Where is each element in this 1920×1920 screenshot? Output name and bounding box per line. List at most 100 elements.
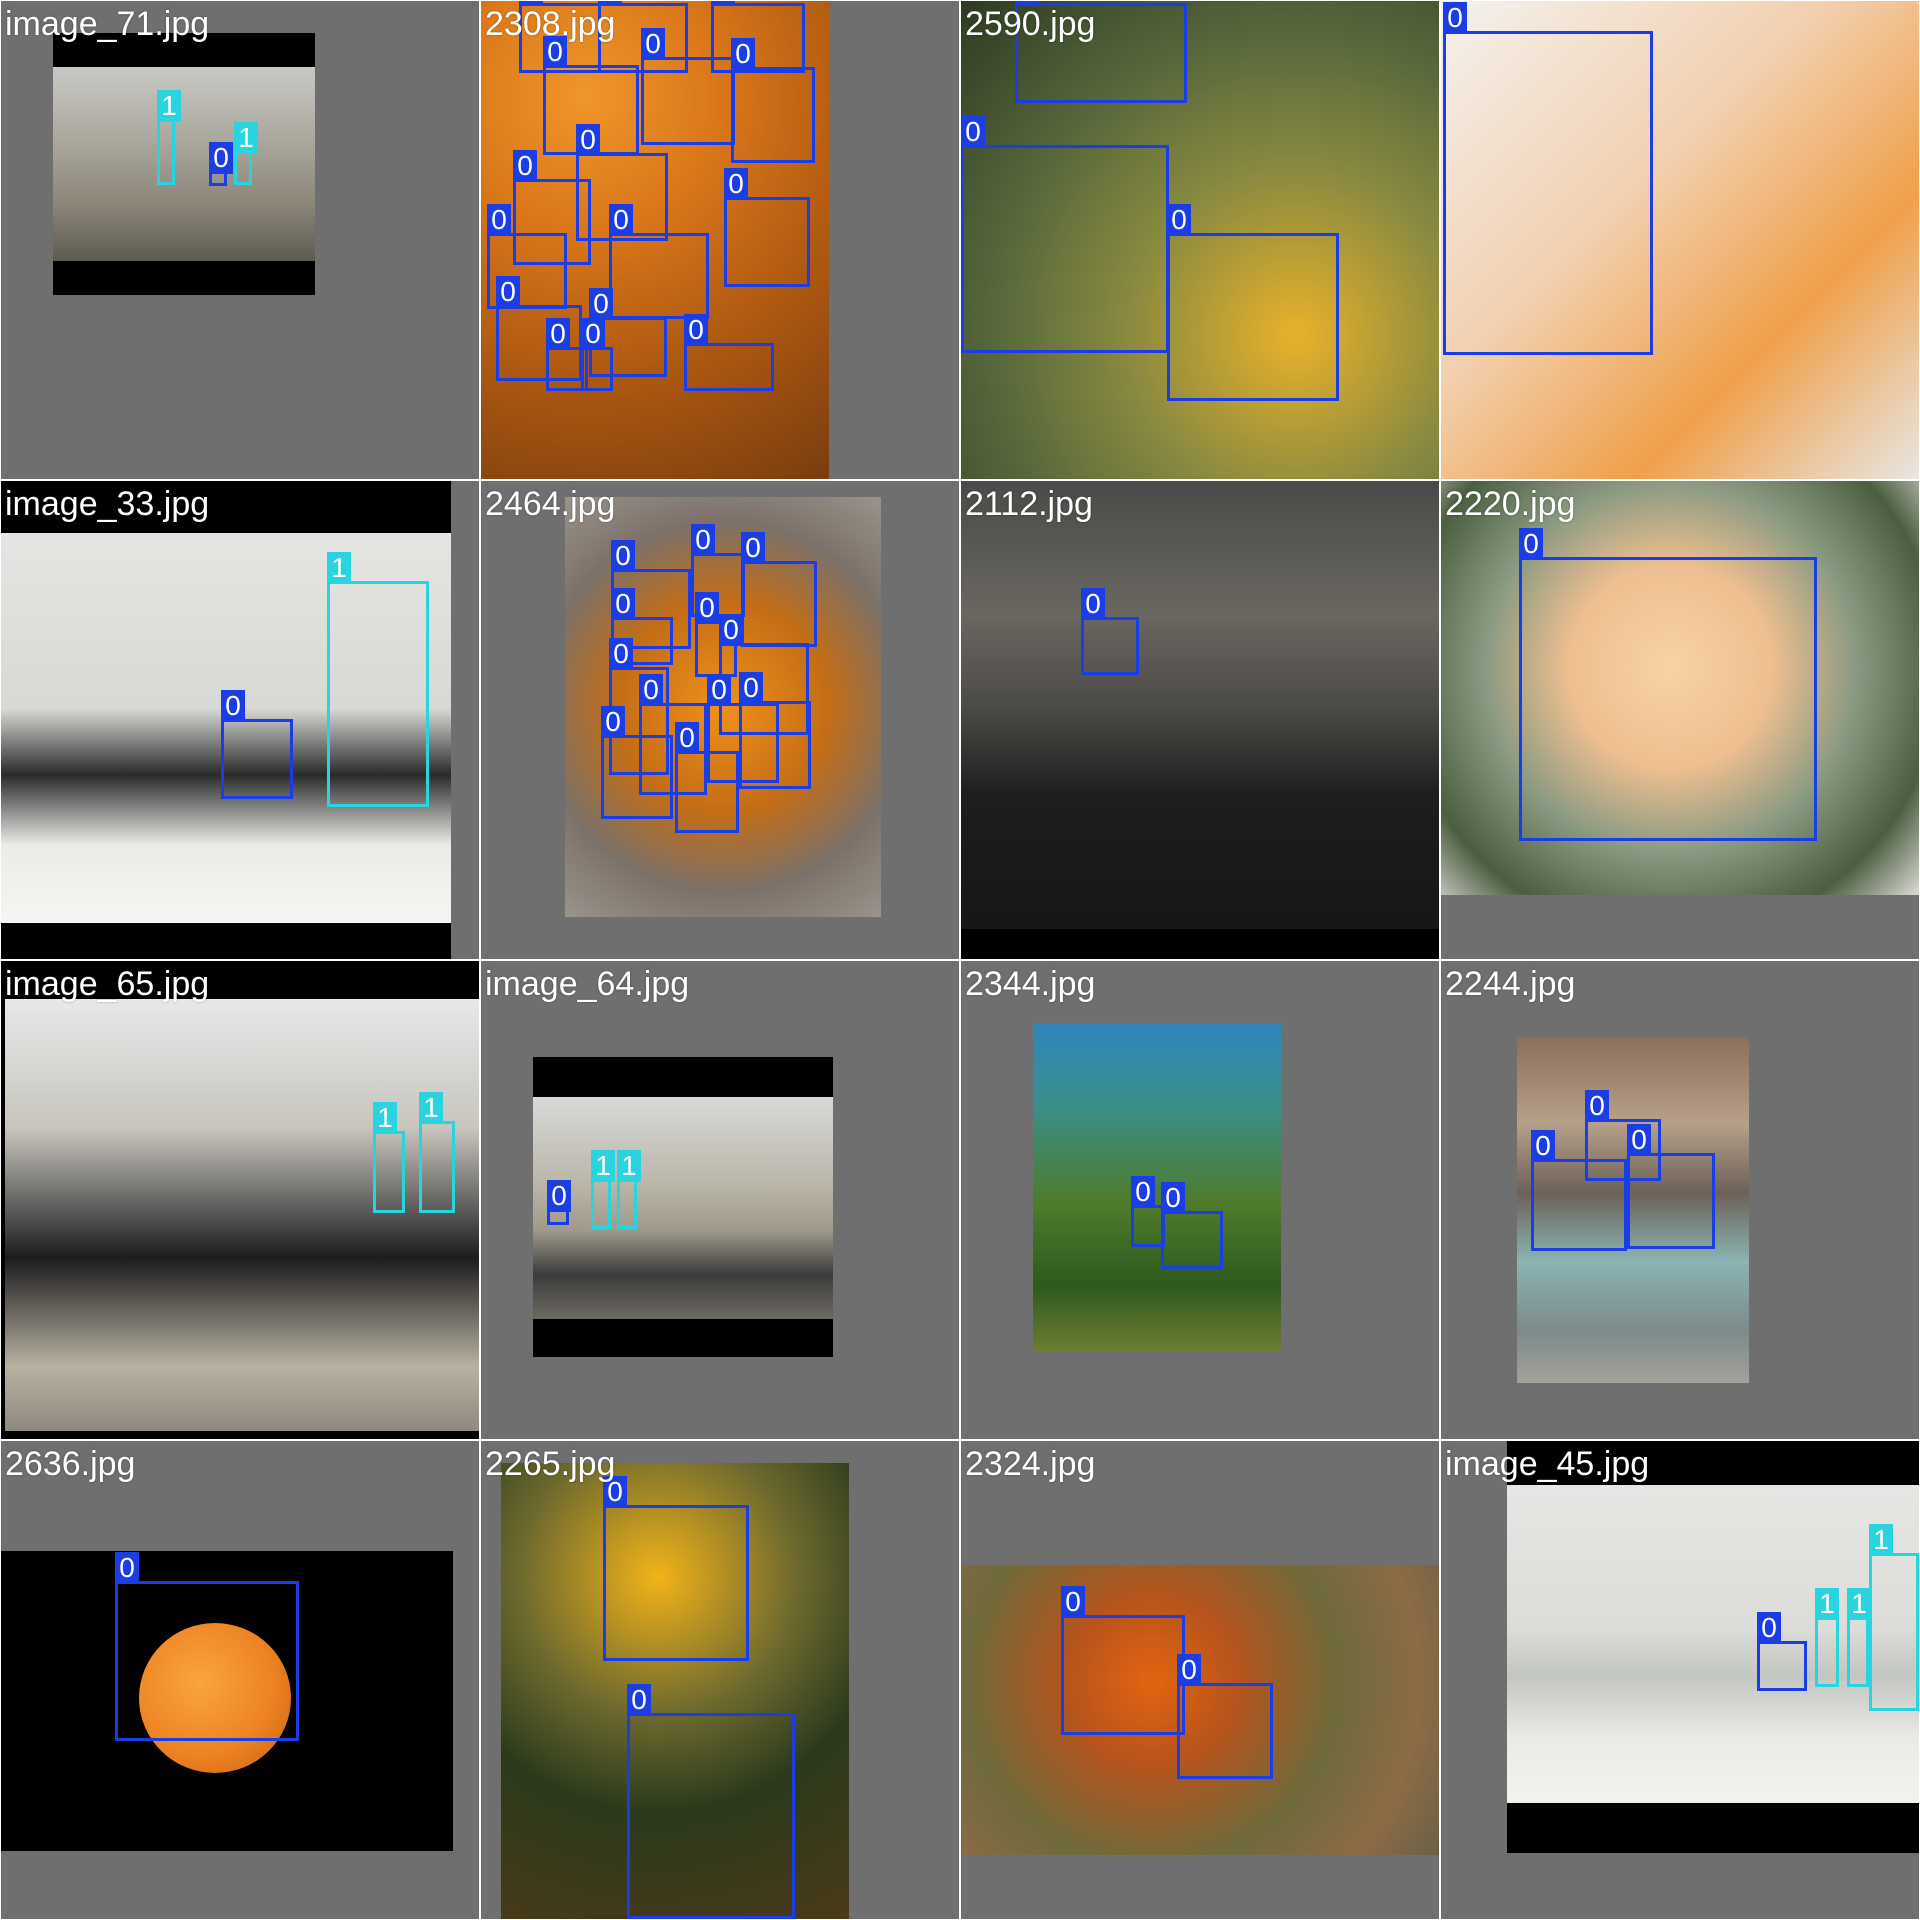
class-label: 0 (609, 204, 633, 236)
detection-box[interactable]: 0 (1757, 1612, 1807, 1691)
detection-box[interactable]: 0 (601, 706, 673, 819)
photo (961, 1565, 1439, 1855)
tile-image-65: image_65.jpg 1 1 (1, 961, 479, 1439)
detection-box[interactable]: 1 (373, 1102, 405, 1213)
detection-box[interactable]: 0 (1167, 204, 1339, 401)
detection-box[interactable]: 0 (576, 124, 668, 241)
detection-box[interactable]: 0 (724, 168, 810, 287)
detection-box[interactable]: 0 (711, 1, 805, 73)
class-label: 0 (543, 36, 567, 68)
class-label: 1 (617, 1150, 641, 1182)
tile-2464: 2464.jpg 0 0 0 0 0 0 0 0 0 0 0 0 (481, 481, 959, 959)
tile-filename: 2265.jpg (485, 1445, 616, 1483)
detection-box[interactable]: 0 (1161, 1182, 1223, 1269)
detection-box[interactable]: 0 (741, 532, 817, 647)
detection-box[interactable]: 0 (1531, 1130, 1627, 1251)
detection-box[interactable]: 0 (581, 318, 613, 391)
tile-filename: 2112.jpg (965, 485, 1093, 523)
detection-box[interactable]: 0 (641, 28, 735, 145)
detection-box[interactable]: 0 (603, 1476, 749, 1661)
detection-box[interactable]: 0 (221, 690, 293, 799)
detection-box[interactable]: 0 (1627, 1124, 1715, 1249)
tile-filename: 2244.jpg (1445, 965, 1576, 1003)
photo (533, 1097, 833, 1319)
detection-box[interactable]: 0 (1061, 1586, 1185, 1735)
class-label: 0 (641, 28, 665, 60)
class-label: 0 (513, 150, 537, 182)
detection-box[interactable]: 0 (1585, 1090, 1661, 1181)
detection-box[interactable]: 0 (209, 142, 233, 186)
class-label: 0 (603, 1476, 627, 1508)
detection-box[interactable]: 0 (639, 674, 707, 795)
class-label: 0 (547, 1180, 571, 1212)
tile-4: 0 (1441, 1, 1919, 479)
class-label: 0 (519, 1, 543, 6)
tile-filename: image_33.jpg (5, 485, 210, 523)
photo (5, 999, 479, 1431)
tile-filename: 2636.jpg (5, 1445, 136, 1483)
class-label: 1 (591, 1150, 615, 1182)
class-label: 0 (581, 318, 605, 350)
detection-box[interactable]: 1 (1815, 1588, 1839, 1687)
photo (1517, 1037, 1749, 1383)
tile-filename: image_45.jpg (1445, 1445, 1650, 1483)
photo (53, 67, 315, 261)
class-label: 0 (695, 592, 719, 624)
detection-box[interactable]: 0 (547, 1180, 571, 1225)
class-label: 0 (1161, 1182, 1185, 1214)
class-label: 0 (1519, 528, 1543, 560)
detection-box[interactable]: 0 (1519, 528, 1817, 841)
detection-box[interactable]: 0 (731, 38, 815, 163)
class-label: 0 (601, 706, 625, 738)
class-label: 1 (419, 1092, 443, 1124)
detection-box[interactable]: 1 (234, 122, 258, 185)
photo (1441, 1, 1919, 479)
class-label: 1 (234, 122, 258, 154)
detection-box[interactable]: 0 (496, 276, 582, 381)
detection-box[interactable]: 0 (675, 722, 739, 833)
detection-box[interactable]: 0 (546, 318, 588, 391)
detection-box[interactable]: 0 (1177, 1654, 1273, 1779)
detection-box[interactable]: 1 (591, 1150, 615, 1229)
tile-2265: 2265.jpg 0 0 (481, 1441, 959, 1919)
detection-box[interactable]: 1 (157, 90, 181, 185)
tile-filename: image_65.jpg (5, 965, 210, 1003)
class-label: 0 (1757, 1612, 1781, 1644)
class-label: 0 (639, 674, 663, 706)
class-label: 0 (739, 672, 763, 704)
tile-filename: 2464.jpg (485, 485, 616, 523)
class-label: 0 (1177, 1654, 1201, 1686)
detection-box[interactable]: 0 (1131, 1176, 1165, 1247)
detection-box[interactable]: 0 (707, 674, 779, 783)
detection-box[interactable]: 1 (1869, 1524, 1919, 1711)
detection-box[interactable]: 1 (1847, 1588, 1871, 1687)
class-label: 0 (1531, 1130, 1555, 1162)
detection-box[interactable]: 1 (617, 1150, 641, 1229)
tile-2112: 2112.jpg 0 (961, 481, 1439, 959)
tile-2244: 2244.jpg 0 0 0 (1441, 961, 1919, 1439)
tile-filename: 2324.jpg (965, 1445, 1096, 1483)
photo (139, 1623, 291, 1773)
detection-box[interactable]: 0 (961, 116, 1169, 353)
tile-2324: 2324.jpg 0 0 (961, 1441, 1439, 1919)
class-label: 0 (1627, 1124, 1651, 1156)
detection-box[interactable]: 0 (739, 672, 811, 789)
class-label: 0 (611, 540, 635, 572)
photo (961, 481, 1439, 929)
detection-box[interactable]: 1 (419, 1092, 455, 1213)
detection-box[interactable]: 0 (1081, 588, 1139, 675)
detection-box[interactable]: 0 (513, 150, 591, 265)
detection-box[interactable]: 0 (609, 204, 709, 319)
class-label: 0 (731, 38, 755, 70)
detection-box[interactable]: 0 (627, 1684, 795, 1919)
tile-filename: image_64.jpg (485, 965, 690, 1003)
detection-box[interactable]: 0 (1015, 1, 1187, 103)
class-label: 1 (1815, 1588, 1839, 1620)
tile-image-71: image_71.jpg 1 0 1 (1, 1, 479, 479)
tile-2220: 2220.jpg 0 (1441, 481, 1919, 959)
detection-box[interactable]: 0 (1443, 2, 1653, 355)
detection-box[interactable]: 0 (684, 314, 774, 391)
detection-box[interactable]: 1 (327, 552, 429, 807)
detection-box[interactable]: 0 (115, 1552, 299, 1741)
class-label: 0 (1015, 1, 1039, 6)
